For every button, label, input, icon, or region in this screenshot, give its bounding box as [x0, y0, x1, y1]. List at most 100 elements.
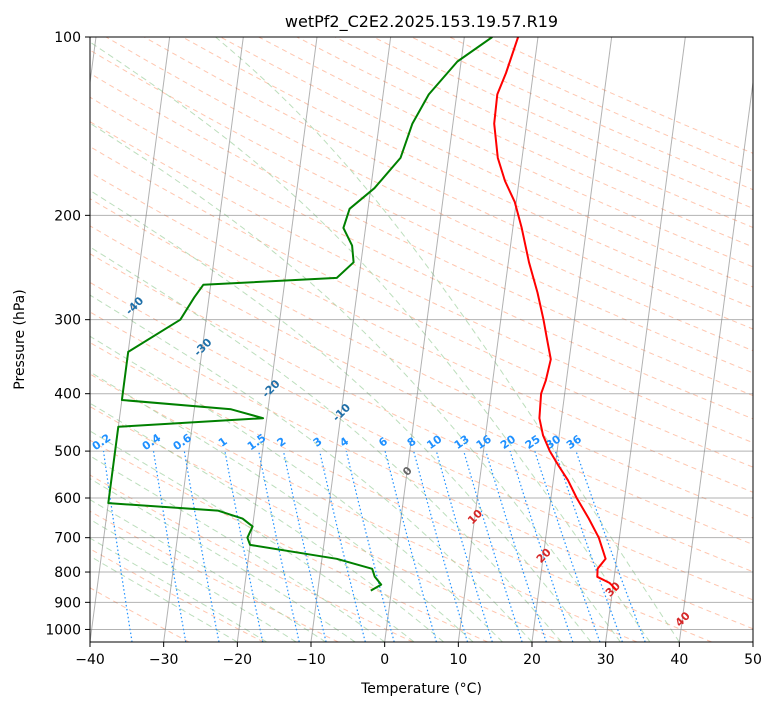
dry-adiabat: [90, 311, 753, 630]
dry-adiabat: [182, 37, 753, 309]
temperature-profile-line: [493, 37, 618, 592]
x-tick-label: −20: [223, 652, 253, 668]
mixing-ratio-line: [319, 450, 366, 642]
dry-adiabat: [90, 146, 753, 468]
isotherm-line: [90, 37, 97, 87]
moist-adiabat: [90, 478, 356, 642]
x-tick-label: 30: [597, 652, 615, 668]
mixing-ratio-line: [509, 450, 574, 642]
dewpoint-profile-line: [107, 37, 493, 592]
isotherm-line: [752, 638, 753, 642]
y-axis-label: Pressure (hPa): [12, 289, 28, 389]
mixing-ratio-line: [224, 450, 264, 642]
mixing-ratio-line: [575, 450, 646, 642]
mixing-ratio-line: [152, 451, 187, 642]
mixing-ratio-line: [183, 450, 220, 642]
y-tick-label: 700: [54, 531, 81, 547]
moist-adiabat: [90, 518, 297, 642]
moist-adiabat: [90, 246, 562, 642]
mixing-ratio-label: 16: [474, 432, 494, 452]
isotherm-label: 20: [534, 546, 554, 566]
isotherm-line: [90, 37, 171, 642]
isotherm-label: -50: [55, 253, 78, 276]
mixing-ratio-line: [102, 451, 133, 642]
isotherm-line: [531, 37, 613, 642]
y-tick-label: 400: [54, 387, 81, 403]
isotherm-line: [310, 37, 392, 642]
moist-adiabat: [90, 41, 651, 642]
x-tick-label: 50: [744, 652, 762, 668]
mixing-ratio-label: 2: [275, 435, 289, 450]
moist-adiabat: [215, 37, 680, 642]
dry-adiabat: [258, 37, 753, 268]
x-tick-label: 10: [449, 652, 467, 668]
mixing-ratio-label: 10: [424, 432, 444, 452]
y-tick-label: 800: [54, 565, 81, 581]
isotherm-label: -30: [191, 336, 214, 359]
isotherm-label: -60: [0, 211, 10, 234]
moist-adiabat: [90, 189, 592, 642]
isotherm-label: -10: [330, 401, 353, 424]
dry-adiabat: [90, 121, 753, 444]
dry-adiabat: [90, 548, 264, 642]
moist-adiabat: [90, 537, 268, 642]
profile-series: [107, 37, 618, 592]
isotherm-line: [163, 37, 244, 642]
isotherm-line: [384, 37, 465, 642]
isotherm-line: [605, 37, 686, 642]
dry-adiabat: [487, 37, 753, 154]
mixing-ratio-label: 20: [498, 432, 518, 452]
dry-adiabat: [220, 37, 753, 288]
moist-adiabat: [90, 402, 444, 642]
dry-adiabat: [90, 171, 753, 493]
dry-adiabat: [90, 342, 712, 642]
mixing-ratio-label: 0.2: [90, 431, 113, 453]
mixing-ratio-label: 6: [376, 435, 390, 450]
plot-frame: [89, 36, 754, 643]
dry-adiabat: [90, 72, 753, 397]
y-tick-label: 100: [54, 30, 81, 46]
dry-adiabat: [90, 405, 563, 642]
dry-adiabat: [90, 96, 753, 420]
x-tick-label: −40: [75, 652, 105, 668]
isotherm-line: [457, 37, 539, 642]
mixing-ratio-label: 0.4: [140, 431, 164, 453]
x-tick-label: 0: [380, 652, 389, 668]
mixing-ratio-label: 25: [523, 433, 543, 452]
dry-adiabat: [296, 37, 753, 248]
moist-adiabat: [90, 455, 385, 642]
moist-adiabat: [90, 294, 533, 642]
dry-adiabat: [411, 37, 753, 191]
isotherm-line: [678, 78, 753, 642]
mixing-ratio-label: 36: [564, 432, 584, 452]
x-axis-ticks: −40 −30 −20 −10 0 10 20 30 40 50: [75, 642, 762, 668]
isotherm-label: -40: [123, 294, 146, 317]
mixing-ratio-line: [384, 450, 437, 642]
y-tick-label: 500: [54, 444, 81, 460]
isotherm-line: [236, 37, 318, 642]
x-tick-label: −10: [296, 652, 326, 668]
dry-adiabat: [90, 49, 753, 374]
y-tick-label: 900: [54, 595, 81, 611]
dry-adiabat: [105, 37, 753, 352]
x-tick-label: −30: [149, 652, 179, 668]
y-tick-label: 200: [54, 208, 81, 224]
mixing-ratio-line: [282, 450, 327, 642]
mixing-ratio-line: [463, 450, 523, 642]
moist-adiabat: [90, 555, 238, 642]
dry-adiabat: [90, 253, 753, 573]
isotherm-label: 10: [465, 507, 485, 527]
dry-adiabat: [372, 37, 753, 209]
mixing-ratio-line: [485, 450, 547, 642]
dry-adiabat: [90, 373, 638, 642]
y-tick-label: 1000: [45, 622, 81, 638]
moist-adiabat: [90, 335, 503, 642]
mixing-ratio-label: 8: [405, 435, 419, 450]
isotherm-label: -20: [259, 377, 282, 400]
background-lines: [90, 37, 753, 642]
dry-adiabat: [90, 225, 753, 546]
dry-adiabat: [90, 510, 339, 642]
mixing-ratio-line: [534, 450, 601, 642]
x-tick-label: 20: [523, 652, 541, 668]
